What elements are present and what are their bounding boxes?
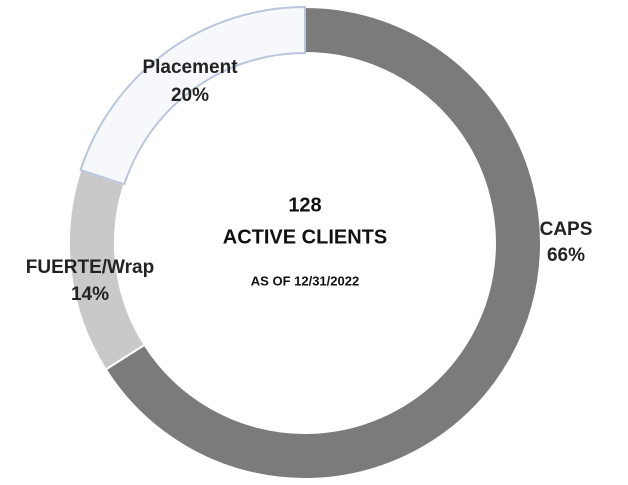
center-title: ACTIVE CLIENTS bbox=[223, 226, 387, 248]
center-date: AS OF 12/31/2022 bbox=[251, 273, 359, 288]
segment-label: Placement bbox=[142, 57, 238, 78]
segment-label: CAPS bbox=[540, 219, 593, 240]
donut-segment bbox=[79, 5, 306, 186]
center-count: 128 bbox=[288, 194, 321, 216]
segment-value-label: 66% bbox=[547, 245, 585, 266]
segment-label: FUERTE/Wrap bbox=[26, 257, 154, 278]
segment-value-label: 20% bbox=[171, 85, 209, 106]
segment-value-label: 14% bbox=[71, 284, 109, 305]
donut-segment bbox=[104, 5, 542, 480]
